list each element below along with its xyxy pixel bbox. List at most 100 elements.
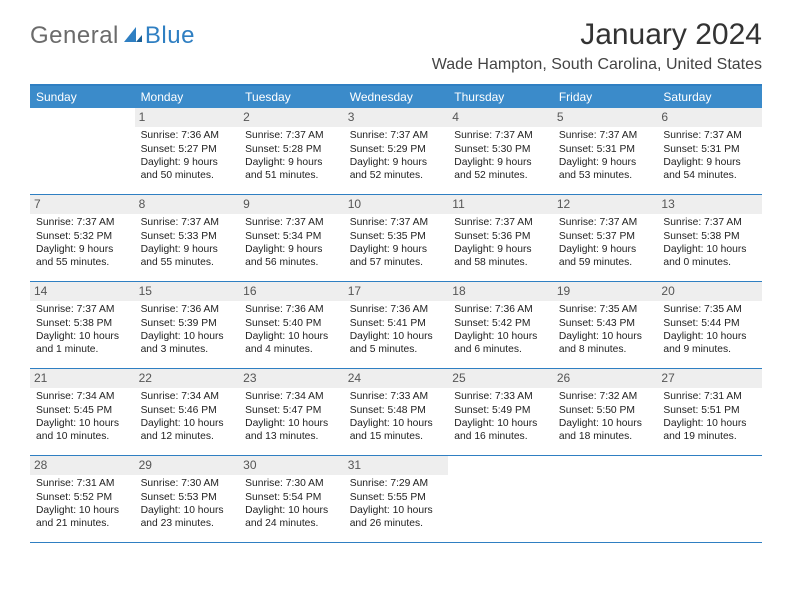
calendar-day: 17Sunrise: 7:36 AMSunset: 5:41 PMDayligh… <box>344 282 449 368</box>
daylight-text: Daylight: 10 hours and 18 minutes. <box>559 417 654 443</box>
daylight-text: Daylight: 9 hours and 54 minutes. <box>663 156 758 182</box>
sunrise-text: Sunrise: 7:37 AM <box>141 216 236 229</box>
day-number: 19 <box>553 282 658 301</box>
sunrise-text: Sunrise: 7:36 AM <box>141 129 236 142</box>
sunset-text: Sunset: 5:37 PM <box>559 230 654 243</box>
sunrise-text: Sunrise: 7:37 AM <box>245 216 340 229</box>
logo: General Blue <box>30 22 195 50</box>
location-subtitle: Wade Hampton, South Carolina, United Sta… <box>432 56 762 74</box>
daylight-text: Daylight: 9 hours and 50 minutes. <box>141 156 236 182</box>
calendar-day: 31Sunrise: 7:29 AMSunset: 5:55 PMDayligh… <box>344 456 449 542</box>
calendar-day: 28Sunrise: 7:31 AMSunset: 5:52 PMDayligh… <box>30 456 135 542</box>
sunrise-text: Sunrise: 7:37 AM <box>663 216 758 229</box>
calendar-day: 4Sunrise: 7:37 AMSunset: 5:30 PMDaylight… <box>448 108 553 194</box>
day-number: 23 <box>239 369 344 388</box>
sunrise-text: Sunrise: 7:37 AM <box>36 303 131 316</box>
sunrise-text: Sunrise: 7:35 AM <box>663 303 758 316</box>
sunset-text: Sunset: 5:54 PM <box>245 491 340 504</box>
calendar-day: 5Sunrise: 7:37 AMSunset: 5:31 PMDaylight… <box>553 108 658 194</box>
calendar-day: 27Sunrise: 7:31 AMSunset: 5:51 PMDayligh… <box>657 369 762 455</box>
calendar-day: 9Sunrise: 7:37 AMSunset: 5:34 PMDaylight… <box>239 195 344 281</box>
daylight-text: Daylight: 10 hours and 4 minutes. <box>245 330 340 356</box>
day-number: 22 <box>135 369 240 388</box>
sunrise-text: Sunrise: 7:34 AM <box>141 390 236 403</box>
daylight-text: Daylight: 10 hours and 1 minute. <box>36 330 131 356</box>
calendar-week: 28Sunrise: 7:31 AMSunset: 5:52 PMDayligh… <box>30 456 762 543</box>
daylight-text: Daylight: 9 hours and 53 minutes. <box>559 156 654 182</box>
sunset-text: Sunset: 5:44 PM <box>663 317 758 330</box>
sunrise-text: Sunrise: 7:37 AM <box>245 129 340 142</box>
sunset-text: Sunset: 5:39 PM <box>141 317 236 330</box>
logo-text-blue: Blue <box>145 22 195 50</box>
sunset-text: Sunset: 5:28 PM <box>245 143 340 156</box>
daylight-text: Daylight: 10 hours and 13 minutes. <box>245 417 340 443</box>
daylight-text: Daylight: 10 hours and 9 minutes. <box>663 330 758 356</box>
calendar-day: 20 Sunrise: 7:35 AMSunset: 5:44 PMDayligh… <box>657 282 762 368</box>
daylight-text: Daylight: 10 hours and 10 minutes. <box>36 417 131 443</box>
sunrise-text: Sunrise: 7:37 AM <box>454 129 549 142</box>
day-number: 26 <box>553 369 658 388</box>
daylight-text: Daylight: 10 hours and 8 minutes. <box>559 330 654 356</box>
day-number: 27 <box>657 369 762 388</box>
daylight-text: Daylight: 9 hours and 52 minutes. <box>454 156 549 182</box>
day-number: 29 <box>135 456 240 475</box>
day-number: 9 <box>239 195 344 214</box>
day-number: 5 <box>553 108 658 127</box>
day-number: 25 <box>448 369 553 388</box>
day-number: 16 <box>239 282 344 301</box>
sunset-text: Sunset: 5:43 PM <box>559 317 654 330</box>
day-number: 13 <box>657 195 762 214</box>
daylight-text: Daylight: 10 hours and 23 minutes. <box>141 504 236 530</box>
calendar-body: 1Sunrise: 7:36 AMSunset: 5:27 PMDaylight… <box>30 108 762 543</box>
sunrise-text: Sunrise: 7:36 AM <box>245 303 340 316</box>
daylight-text: Daylight: 10 hours and 26 minutes. <box>350 504 445 530</box>
daylight-text: Daylight: 10 hours and 15 minutes. <box>350 417 445 443</box>
sunset-text: Sunset: 5:41 PM <box>350 317 445 330</box>
calendar-day: 3Sunrise: 7:37 AMSunset: 5:29 PMDaylight… <box>344 108 449 194</box>
sunset-text: Sunset: 5:34 PM <box>245 230 340 243</box>
page-title: January 2024 <box>432 18 762 52</box>
sunset-text: Sunset: 5:31 PM <box>559 143 654 156</box>
daylight-text: Daylight: 9 hours and 57 minutes. <box>350 243 445 269</box>
calendar-week: 1Sunrise: 7:36 AMSunset: 5:27 PMDaylight… <box>30 108 762 195</box>
calendar-day: 25Sunrise: 7:33 AMSunset: 5:49 PMDayligh… <box>448 369 553 455</box>
day-number: 12 <box>553 195 658 214</box>
sunset-text: Sunset: 5:36 PM <box>454 230 549 243</box>
sunrise-text: Sunrise: 7:33 AM <box>454 390 549 403</box>
sunrise-text: Sunrise: 7:37 AM <box>350 129 445 142</box>
sunrise-text: Sunrise: 7:30 AM <box>245 477 340 490</box>
calendar-day: 22Sunrise: 7:34 AMSunset: 5:46 PMDayligh… <box>135 369 240 455</box>
sunset-text: Sunset: 5:30 PM <box>454 143 549 156</box>
calendar-day: 13Sunrise: 7:37 AMSunset: 5:38 PMDayligh… <box>657 195 762 281</box>
sunset-text: Sunset: 5:53 PM <box>141 491 236 504</box>
day-number: 18 <box>448 282 553 301</box>
daylight-text: Daylight: 10 hours and 0 minutes. <box>663 243 758 269</box>
calendar-day: 15Sunrise: 7:36 AMSunset: 5:39 PMDayligh… <box>135 282 240 368</box>
sunset-text: Sunset: 5:55 PM <box>350 491 445 504</box>
day-number: 20 <box>657 282 762 301</box>
sunset-text: Sunset: 5:38 PM <box>36 317 131 330</box>
logo-text-general: General <box>30 22 119 50</box>
day-number: 24 <box>344 369 449 388</box>
daylight-text: Daylight: 9 hours and 58 minutes. <box>454 243 549 269</box>
sunrise-text: Sunrise: 7:33 AM <box>350 390 445 403</box>
dow-header: Tuesday <box>239 86 344 108</box>
header: General Blue January 2024 Wade Hampton, … <box>30 18 762 74</box>
daylight-text: Daylight: 9 hours and 55 minutes. <box>36 243 131 269</box>
daylight-text: Daylight: 10 hours and 21 minutes. <box>36 504 131 530</box>
sunrise-text: Sunrise: 7:37 AM <box>350 216 445 229</box>
calendar-week: 14Sunrise: 7:37 AMSunset: 5:38 PMDayligh… <box>30 282 762 369</box>
calendar-day-empty <box>30 108 135 194</box>
calendar-day: 16Sunrise: 7:36 AMSunset: 5:40 PMDayligh… <box>239 282 344 368</box>
sunrise-text: Sunrise: 7:37 AM <box>663 129 758 142</box>
dow-header: Wednesday <box>344 86 449 108</box>
day-number: 31 <box>344 456 449 475</box>
daylight-text: Daylight: 10 hours and 16 minutes. <box>454 417 549 443</box>
calendar-week: 21Sunrise: 7:34 AMSunset: 5:45 PMDayligh… <box>30 369 762 456</box>
daylight-text: Daylight: 9 hours and 52 minutes. <box>350 156 445 182</box>
sunset-text: Sunset: 5:47 PM <box>245 404 340 417</box>
calendar-day: 23Sunrise: 7:34 AMSunset: 5:47 PMDayligh… <box>239 369 344 455</box>
day-number: 6 <box>657 108 762 127</box>
calendar-day: 14Sunrise: 7:37 AMSunset: 5:38 PMDayligh… <box>30 282 135 368</box>
day-number: 15 <box>135 282 240 301</box>
